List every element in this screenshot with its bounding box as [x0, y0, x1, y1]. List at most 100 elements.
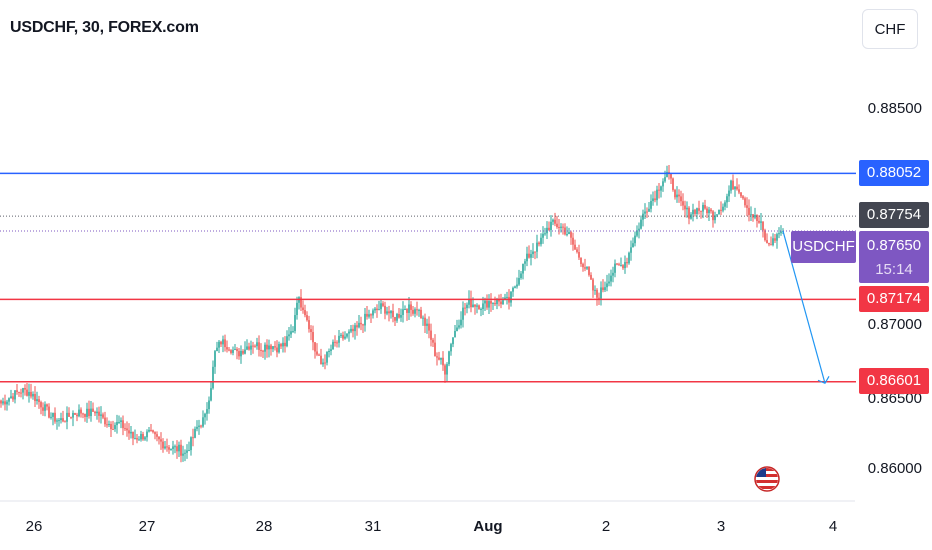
candle-body: [562, 226, 564, 228]
candle-body: [750, 214, 752, 216]
candle-body: [292, 331, 294, 333]
candle-body: [614, 263, 616, 273]
candle-body: [698, 208, 700, 211]
candle-body: [264, 344, 266, 352]
candle-body: [0, 400, 2, 404]
candle-body: [674, 189, 676, 198]
candle-body: [202, 417, 204, 427]
candle-body: [286, 336, 288, 347]
candle-body: [34, 393, 36, 402]
time-tick: Aug: [473, 518, 503, 535]
candle-body: [384, 305, 386, 314]
candle-body: [340, 334, 342, 336]
candle-body: [706, 208, 708, 214]
price-tick: 0.86000: [867, 460, 922, 477]
candle-body: [110, 423, 112, 430]
candle-body: [186, 450, 188, 453]
candle-body: [672, 178, 674, 190]
time-tick: 2: [601, 518, 611, 535]
candle-body: [396, 314, 398, 321]
candle-body: [310, 329, 312, 333]
candle-body: [126, 428, 128, 431]
candle-body: [260, 349, 262, 351]
candle-body: [10, 396, 12, 399]
candle-body: [382, 303, 384, 306]
candle-body: [266, 344, 268, 350]
candle-body: [764, 230, 766, 241]
candle-body: [546, 227, 548, 234]
candle-body: [770, 244, 772, 246]
candle-body: [144, 437, 146, 440]
candle-body: [622, 265, 624, 269]
candle-body: [558, 226, 560, 228]
candle-body: [220, 341, 222, 345]
candle-body: [494, 302, 496, 305]
candle-body: [306, 315, 308, 321]
candle-body: [606, 283, 608, 288]
candle-body: [102, 414, 104, 418]
candle-body: [680, 196, 682, 202]
candle-body: [416, 309, 418, 311]
candle-body: [390, 310, 392, 314]
candle-body: [692, 209, 694, 215]
candle-body: [332, 341, 334, 350]
candle-body: [240, 351, 242, 357]
candle-body: [208, 400, 210, 410]
candle-body: [326, 351, 328, 363]
candle-body: [98, 411, 100, 416]
candle-body: [190, 437, 192, 451]
candle-body: [32, 393, 34, 397]
candle-body: [284, 342, 286, 347]
candle-body: [136, 438, 138, 440]
candle-body: [712, 211, 714, 221]
candle-body: [196, 426, 198, 429]
candle-body: [2, 401, 4, 404]
candle-body: [632, 243, 634, 248]
time-tick: 28: [255, 518, 273, 535]
candle-body: [258, 342, 260, 350]
candle-body: [214, 351, 216, 367]
candle-body: [152, 430, 154, 433]
candle-body: [88, 408, 90, 417]
candle-body: [212, 366, 214, 389]
currency-button[interactable]: CHF: [862, 9, 918, 49]
candle-body: [394, 317, 396, 321]
candle-body: [462, 307, 464, 320]
candle-body: [570, 232, 572, 238]
candle-body: [130, 431, 132, 434]
candle-body: [762, 221, 764, 231]
candle-body: [114, 425, 116, 430]
candle-body: [682, 201, 684, 206]
candle-body: [122, 420, 124, 429]
candle-body: [696, 208, 698, 214]
candle-body: [120, 420, 122, 423]
candle-body: [100, 414, 102, 416]
candle-body: [650, 201, 652, 209]
candle-body: [580, 257, 582, 264]
candle-body: [708, 209, 710, 214]
candle-body: [530, 254, 532, 258]
candle-body: [74, 412, 76, 415]
candle-body: [638, 228, 640, 231]
candle-body: [146, 431, 148, 438]
candle-body: [466, 304, 468, 309]
candle-body: [490, 301, 492, 304]
candle-body: [468, 298, 470, 305]
candle-body: [586, 267, 588, 269]
candle-body: [182, 453, 184, 456]
price-tick: 0.88500: [867, 100, 922, 117]
candle-body: [76, 414, 78, 417]
candle-body: [328, 351, 330, 353]
candle-body: [560, 226, 562, 228]
candle-body: [366, 313, 368, 317]
candle-body: [242, 351, 244, 354]
candle-body: [388, 311, 390, 314]
candle-body: [730, 180, 732, 191]
candle-body: [42, 407, 44, 411]
candle-body: [664, 177, 666, 182]
us-flag-icon[interactable]: [754, 462, 780, 496]
candle-body: [710, 209, 712, 212]
candle-body: [626, 262, 628, 264]
candle-body: [138, 439, 140, 441]
